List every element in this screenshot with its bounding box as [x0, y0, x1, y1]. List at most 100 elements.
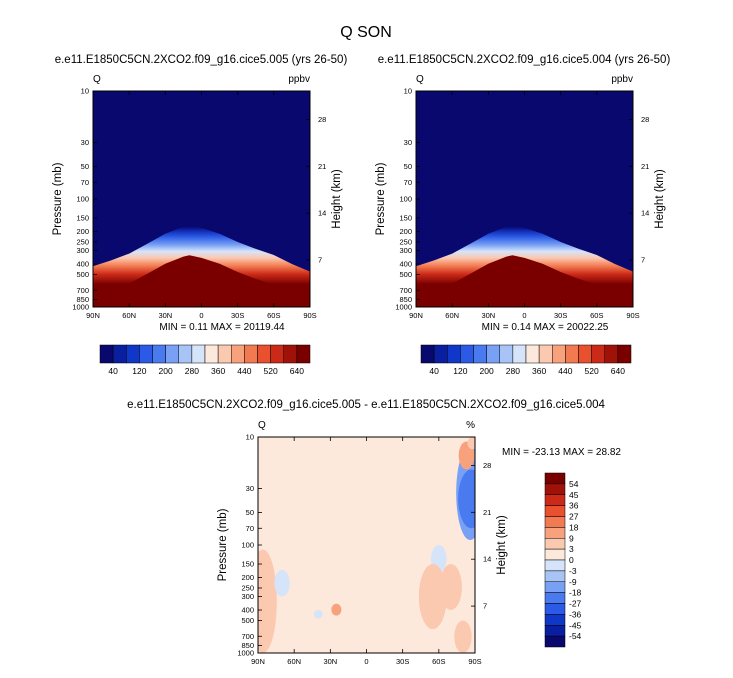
- panel-2-variable-label: Q: [416, 74, 424, 85]
- height-tick-label: 21: [641, 162, 649, 171]
- panel-3-background: [258, 437, 475, 653]
- colorbar-swatch: [544, 483, 566, 495]
- y-tick-label: 150: [76, 214, 89, 223]
- panel-1-units-label: ppbv: [288, 74, 310, 85]
- colorbar-swatch: [525, 344, 540, 364]
- colorbar-swatch: [578, 344, 592, 364]
- height-tick-label: 21: [318, 162, 326, 171]
- panel-3-anomalies: [258, 437, 475, 653]
- colorbar-swatch: [499, 344, 514, 364]
- colorbar-swatch: [544, 635, 566, 648]
- colorbar-swatch: [604, 344, 619, 364]
- height-tick-label: 28: [483, 461, 491, 470]
- colorbar-swatch: [257, 344, 271, 364]
- anomaly-contour: [331, 603, 342, 616]
- x-tick-label: 30S: [396, 657, 409, 666]
- colorbar-label: -18: [569, 588, 582, 598]
- x-tick-label: 90S: [303, 311, 316, 320]
- panel-3-variable-label: Q: [258, 420, 266, 431]
- colorbar-swatch: [270, 344, 284, 364]
- colorbar-label: 120: [132, 366, 146, 376]
- colorbar-label: -54: [569, 631, 582, 641]
- colorbar-swatch: [486, 344, 500, 364]
- y-axis-title: Pressure (mb): [375, 162, 387, 235]
- colorbar-swatch: [139, 344, 153, 364]
- x-tick-label: 90N: [251, 657, 265, 666]
- y-tick-label: 10: [404, 87, 412, 96]
- height-tick-label: 21: [483, 508, 491, 517]
- colorbar-label: 9: [569, 533, 574, 543]
- x-tick-label: 90S: [626, 311, 639, 320]
- colorbar-swatch: [544, 570, 566, 582]
- anomaly-contour: [258, 549, 277, 653]
- panel-3-title: e.e11.E1850C5CN.2XCO2.f09_g16.cice5.005 …: [127, 399, 605, 411]
- colorbar-label: -3: [569, 566, 577, 576]
- y-tick-label: 150: [241, 560, 254, 569]
- colorbar-swatch: [544, 516, 566, 528]
- anomaly-contour: [418, 564, 447, 630]
- colorbar-swatch: [544, 494, 566, 506]
- colorbar-label: -9: [569, 577, 577, 587]
- colorbar-label: -36: [569, 609, 582, 619]
- panel-1-colorbar: 40 120 200 280 360 440 520 640: [99, 344, 311, 376]
- panel-1: e.e11.E1850C5CN.2XCO2.f09_g16.cice5.005 …: [52, 54, 347, 376]
- colorbar-swatch: [191, 344, 206, 364]
- colorbar-swatch: [217, 344, 232, 364]
- panel-1-variable-label: Q: [93, 74, 101, 85]
- colorbar-label: -27: [569, 599, 582, 609]
- colorbar-label: 640: [290, 366, 304, 376]
- y-tick-label: 50: [404, 162, 412, 171]
- height-tick-label: 7: [641, 256, 645, 265]
- colorbar-swatch: [544, 527, 566, 539]
- panel-2-axes: 90N 60N 30N 0 30S 60S 90S 10 30 50 70 100 150 2002503…: [375, 87, 666, 321]
- colorbar-swatch: [565, 344, 579, 364]
- colorbar-label: 40: [108, 366, 118, 376]
- height-tick-label: 28: [641, 115, 649, 124]
- colorbar-swatch: [544, 472, 566, 485]
- y-tick-label: 500: [399, 270, 412, 279]
- y-tick-label: 300: [76, 246, 89, 255]
- y-tick-label: 30: [246, 484, 254, 493]
- y-tick-label: 850: [399, 295, 412, 304]
- y-tick-label: 300: [399, 246, 412, 255]
- height-tick-label: 14: [318, 209, 326, 218]
- colorbar-swatch: [433, 344, 448, 364]
- colorbar-swatch: [99, 344, 114, 364]
- colorbar-swatch: [460, 344, 474, 364]
- panel-3-min-max: MIN = -23.13 MAX = 28.82: [502, 447, 621, 458]
- height-axis-title: Height (km): [331, 169, 343, 229]
- anomaly-contour: [467, 437, 475, 450]
- panel-1-plot-area: [93, 91, 310, 307]
- colorbar-label: -45: [569, 620, 582, 630]
- y-tick-label: 300: [241, 592, 254, 601]
- colorbar-label: 520: [264, 366, 278, 376]
- colorbar-label: 27: [569, 512, 579, 522]
- height-tick-label: 14: [483, 555, 491, 564]
- y-tick-label: 200: [76, 227, 89, 236]
- y-tick-label: 50: [81, 162, 89, 171]
- x-tick-label: 30S: [231, 311, 244, 320]
- y-tick-label: 100: [399, 195, 412, 204]
- y-tick-label: 1000: [72, 303, 89, 312]
- panel-2-units-label: ppbv: [611, 74, 633, 85]
- y-tick-label: 700: [399, 286, 412, 295]
- height-tick-label: 7: [483, 602, 487, 611]
- x-tick-label: 60N: [445, 311, 459, 320]
- y-tick-label: 50: [246, 508, 254, 517]
- anomaly-contour: [458, 469, 475, 529]
- y-tick-label: 250: [241, 583, 254, 592]
- height-axis-title: Height (km): [654, 169, 666, 229]
- colorbar-label: 18: [569, 522, 579, 532]
- colorbar-swatch: [544, 592, 566, 604]
- colorbar-swatch: [544, 625, 566, 637]
- y-tick-label: 150: [399, 214, 412, 223]
- x-tick-label: 30N: [323, 657, 337, 666]
- colorbar-swatch: [420, 344, 435, 364]
- colorbar-label: 120: [453, 366, 467, 376]
- x-tick-label: 0: [364, 657, 368, 666]
- y-tick-label: 400: [76, 260, 89, 269]
- colorbar-swatch: [296, 344, 311, 364]
- colorbar-label: 280: [506, 366, 520, 376]
- y-tick-label: 400: [399, 260, 412, 269]
